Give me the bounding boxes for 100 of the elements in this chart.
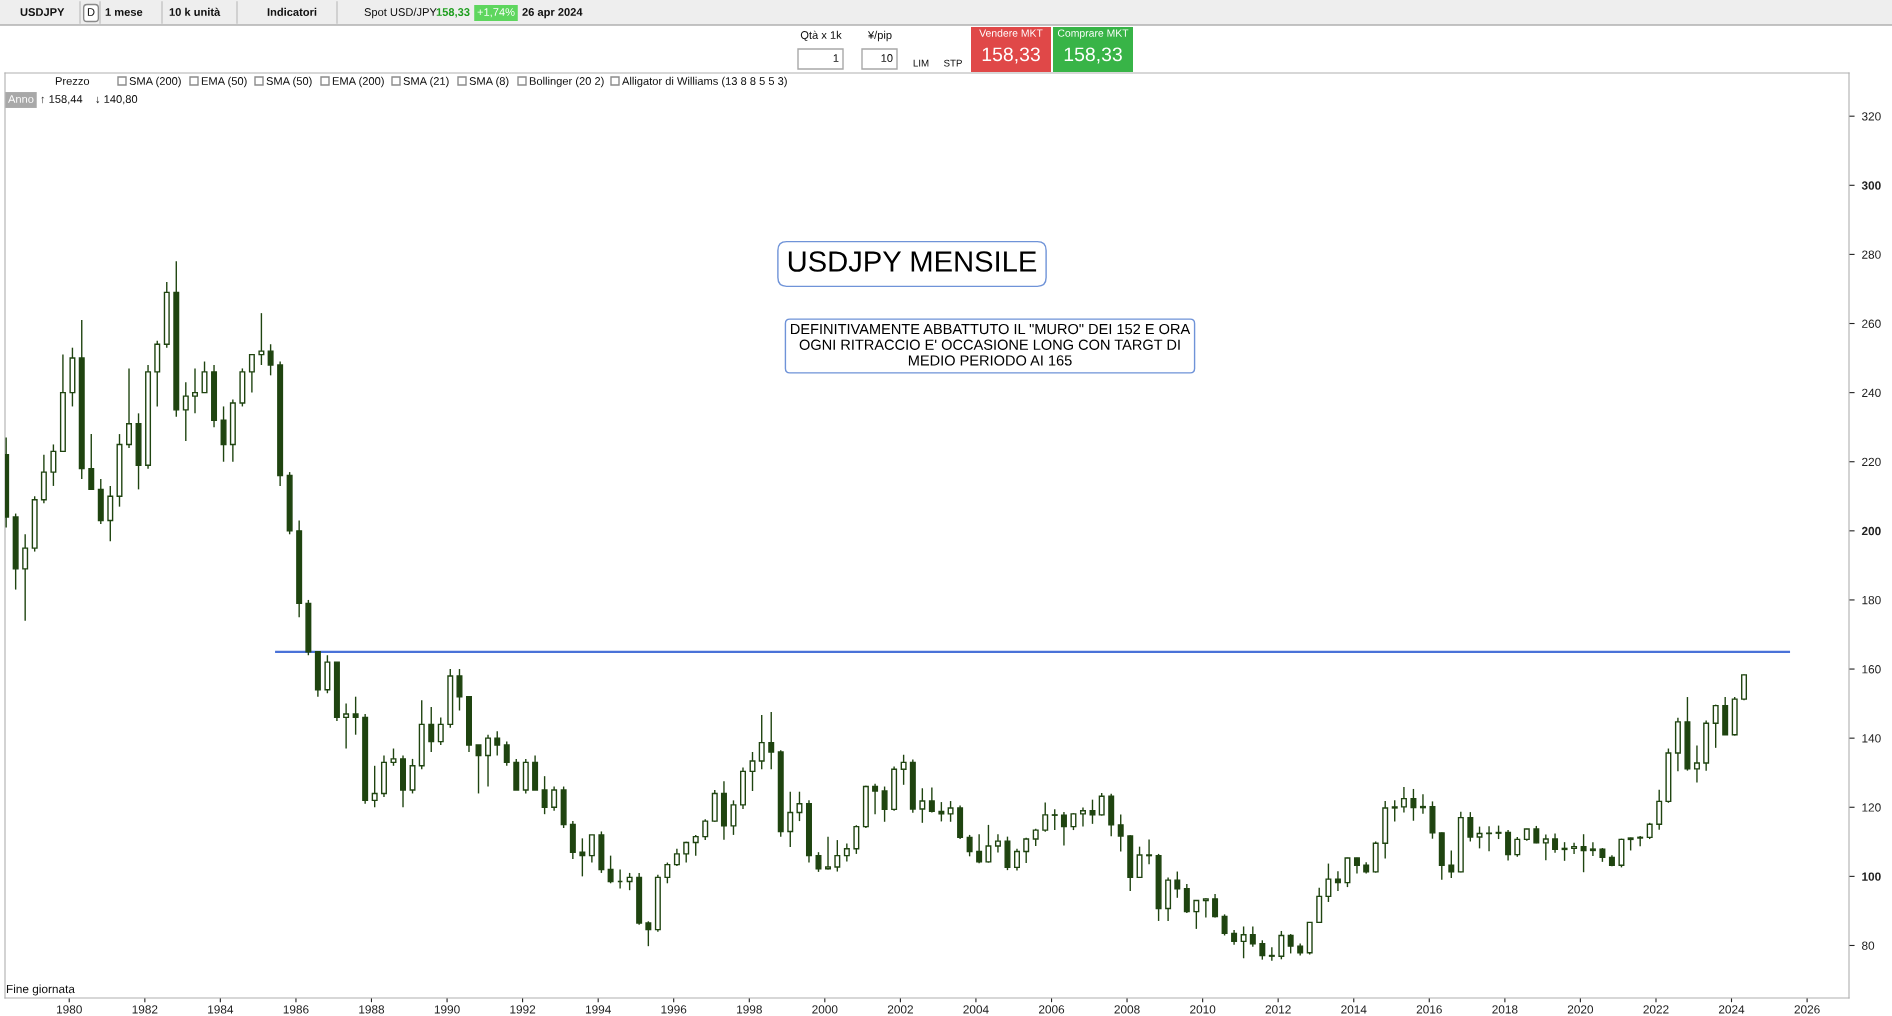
candlestick	[1268, 946, 1275, 962]
text: 1	[833, 54, 839, 62]
y-tick-label: 320	[1861, 112, 1881, 121]
candlestick	[475, 744, 482, 795]
candlestick	[919, 787, 926, 824]
annotation: DEFINITIVAMENTE ABBATTUTO IL "MURO" DEI 152 E ORA OGNI RITRACCIO E' OCCASIONE LONG CON TARGT DI MEDIO PERIODO AI 165	[790, 323, 1191, 366]
candlestick	[966, 834, 973, 858]
candlestick	[787, 791, 794, 848]
candlestick	[1136, 845, 1143, 879]
candlestick	[645, 920, 652, 947]
y-tick-label: 160	[1862, 665, 1881, 674]
candlestick	[1249, 925, 1256, 948]
candlestick	[50, 443, 57, 487]
candlestick	[1089, 798, 1096, 825]
x-tick-label: 2026	[1794, 1005, 1820, 1014]
candlestick	[1146, 838, 1153, 865]
y-tick-label: 120	[1862, 803, 1881, 812]
text: 26 apr 2024	[522, 8, 583, 19]
candlestick	[1013, 848, 1020, 872]
candlestick	[182, 381, 189, 442]
candlestick	[664, 861, 671, 884]
candlestick	[371, 765, 378, 808]
text: USDJPY MENSILE	[788, 251, 1037, 272]
candlestick	[1183, 883, 1190, 914]
x-tick-label: 2010	[1190, 1005, 1216, 1014]
candlestick	[1325, 862, 1332, 903]
candlestick	[1467, 811, 1474, 843]
candlestick	[768, 711, 775, 770]
candlestick	[551, 785, 558, 812]
annotation: Anno	[8, 95, 34, 103]
candlestick	[1117, 813, 1124, 853]
y-tick-label: 220	[1862, 457, 1881, 467]
text: 158,33	[982, 47, 1040, 64]
candlestick	[947, 800, 954, 823]
x-tick-label: 2012	[1265, 1005, 1291, 1014]
text: Spot USD/JPY	[364, 7, 437, 19]
text: Qtà x 1k	[800, 30, 842, 41]
text: Vendere MKT	[979, 29, 1043, 37]
annotation: Alligator di Williams (13 8 8 5 5 3)	[622, 76, 787, 88]
candlestick	[994, 833, 1001, 854]
x-tick-label: 1992	[510, 1005, 536, 1014]
x-tick-label: 1994	[585, 1005, 611, 1014]
candlestick	[1240, 925, 1247, 959]
candlestick	[88, 433, 95, 491]
candlestick	[201, 360, 208, 394]
candlestick	[834, 839, 841, 873]
y-tick-label: 200	[1861, 526, 1881, 536]
candlestick	[1448, 849, 1455, 879]
annotation: EMA (50)	[201, 76, 247, 88]
annotation: SMA (200)	[129, 76, 181, 88]
x-tick-label: 1980	[57, 1005, 82, 1014]
x-tick-label: 1982	[132, 1005, 158, 1014]
candlestick	[1193, 899, 1200, 930]
candlestick	[749, 751, 756, 792]
candlestick	[1589, 841, 1596, 857]
text: 10 k unità	[169, 7, 221, 16]
candlestick	[692, 834, 699, 857]
candlestick	[248, 353, 255, 394]
x-tick-label: 2020	[1567, 1005, 1594, 1014]
candlestick	[1656, 788, 1663, 831]
candlestick	[579, 837, 586, 878]
candlestick	[1400, 786, 1407, 814]
candlestick	[1580, 833, 1587, 873]
candlestick	[126, 367, 133, 449]
annotation: ↑ 158,44	[41, 95, 83, 105]
candlestick	[796, 791, 803, 822]
candlestick	[1571, 842, 1578, 855]
candlestick	[192, 367, 199, 415]
text: Comprare MKT	[1057, 29, 1129, 39]
x-tick-label: 2008	[1114, 1005, 1140, 1014]
annotation: ↓ 140,80	[96, 95, 138, 105]
y-tick-label: 240	[1862, 388, 1881, 398]
candlestick	[1514, 836, 1521, 858]
text: Indicatori	[267, 7, 317, 16]
text: ¥/pip	[867, 30, 892, 42]
candlestick	[485, 734, 492, 788]
candlestick	[1561, 841, 1568, 862]
candlestick	[1079, 806, 1086, 828]
candlestick	[985, 824, 992, 864]
y-tick-label: 300	[1861, 181, 1881, 190]
x-tick-label: 1990	[434, 1005, 460, 1014]
candlestick	[872, 783, 879, 815]
annotation: SMA (8)	[469, 76, 509, 88]
candlestick	[1552, 832, 1559, 854]
candlestick	[541, 775, 548, 815]
candlestick	[1712, 703, 1719, 749]
x-tick-label: 1998	[737, 1005, 762, 1014]
candlestick	[1693, 744, 1700, 784]
y-tick-label: 80	[1862, 941, 1875, 950]
x-tick-label: 1996	[661, 1005, 687, 1014]
candlestick	[1060, 811, 1067, 847]
text: 158,33	[436, 8, 470, 18]
candlestick	[352, 695, 359, 736]
text: 1 mese	[105, 8, 143, 16]
candlestick	[1202, 897, 1209, 919]
text: D	[87, 8, 95, 16]
candlestick	[343, 702, 350, 750]
candlestick	[1334, 870, 1341, 892]
text: STP	[943, 59, 962, 67]
candlestick	[702, 818, 709, 841]
